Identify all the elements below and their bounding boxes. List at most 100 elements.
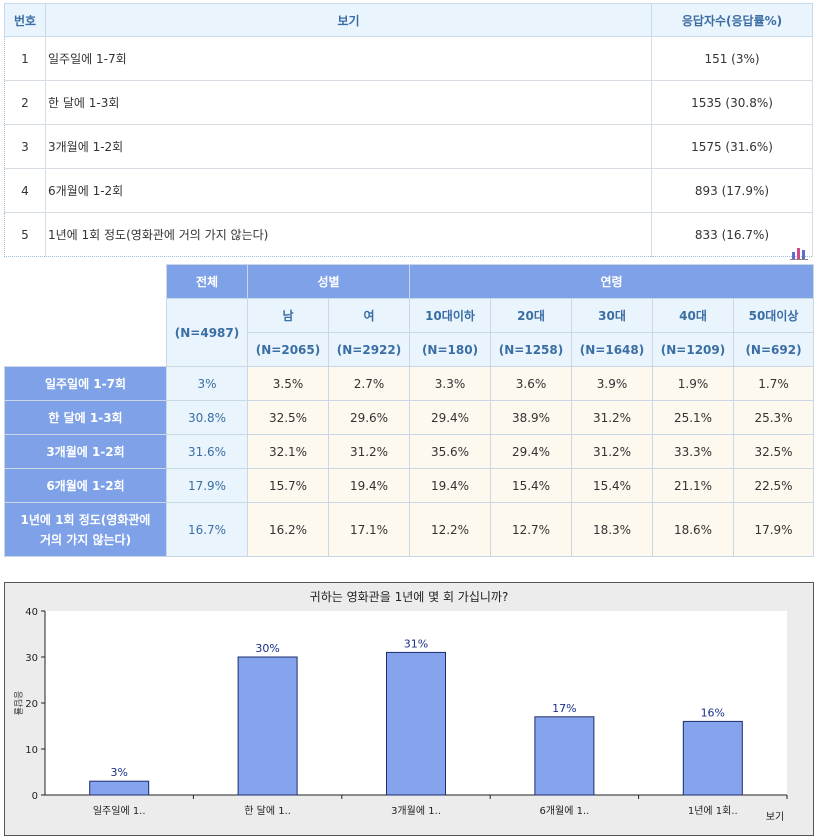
row-total: 17.9% (166, 468, 248, 503)
row-option: 3개월에 1-2회 (45, 124, 652, 169)
table-row: 4 6개월에 1-2회 893 (17.9%) (4, 168, 813, 213)
cell: 21.1% (652, 468, 734, 503)
cell: 15.4% (571, 468, 653, 503)
cell: 19.4% (409, 468, 491, 503)
cell: 33.3% (652, 434, 734, 469)
row-no: 3 (4, 124, 46, 169)
table-row: 일주일에 1-7회 3% 3.5% 2.7% 3.3% 3.6% 3.9% 1.… (4, 366, 815, 401)
x-axis-label: 보기 (766, 811, 784, 823)
table-row: 한 달에 1-3회 30.8% 32.5% 29.6% 29.4% 38.9% … (4, 400, 815, 435)
header-option: 보기 (45, 3, 652, 37)
cell: 19.4% (328, 468, 410, 503)
bar (237, 656, 298, 796)
col-label: 여 (328, 298, 410, 333)
group-gender: 성별 (247, 264, 410, 299)
table-row: 6개월에 1-2회 17.9% 15.7% 19.4% 19.4% 15.4% … (4, 468, 815, 503)
row-total: 16.7% (166, 502, 248, 557)
table-row: 2 한 달에 1-3회 1535 (30.8%) (4, 80, 813, 125)
x-tick-label: 한 달에 1.. (244, 805, 291, 817)
cell: 16.2% (247, 502, 329, 557)
cell: 31.2% (571, 434, 653, 469)
header-count: 응답자수(응답률%) (651, 3, 813, 37)
cell: 31.2% (328, 434, 410, 469)
cell: 35.6% (409, 434, 491, 469)
header-no: 번호 (4, 3, 46, 37)
cell: 15.4% (490, 468, 572, 503)
bar-chart-icon[interactable] (789, 245, 809, 261)
bar (534, 716, 595, 796)
col-n: (N=1648) (571, 332, 653, 367)
row-option: 한 달에 1-3회 (45, 80, 652, 125)
row-no: 2 (4, 80, 46, 125)
col-label: 40대 (652, 298, 734, 333)
cell: 25.3% (732, 400, 815, 435)
col-n: (N=692) (732, 332, 815, 367)
cell: 3.6% (490, 366, 572, 401)
col-label: 20대 (490, 298, 572, 333)
bar-data-label: 17% (552, 702, 576, 715)
row-label: 한 달에 1-3회 (4, 400, 167, 435)
bar (89, 780, 150, 796)
row-total: 3% (166, 366, 248, 401)
y-tick-label: 30 (25, 653, 38, 664)
row-count: 833 (16.7%) (651, 212, 813, 257)
x-tick-label: 6개월에 1.. (539, 805, 589, 817)
row-count: 1575 (31.6%) (651, 124, 813, 169)
cell: 25.1% (652, 400, 734, 435)
cell: 12.2% (409, 502, 491, 557)
col-n: (N=180) (409, 332, 491, 367)
cell: 1.9% (652, 366, 734, 401)
group-age: 연령 (408, 264, 815, 299)
y-tick-label: 10 (25, 745, 38, 756)
total-n: (N=4987) (166, 298, 248, 367)
row-option: 1년에 1회 정도(영화관에 거의 가지 않는다) (45, 212, 652, 257)
bar (386, 651, 446, 796)
row-label-line1: 1년에 1회 정도(영화관에 (20, 512, 151, 527)
cell: 29.4% (409, 400, 491, 435)
bar-data-label: 3% (110, 766, 127, 779)
row-label: 일주일에 1-7회 (4, 366, 167, 401)
col-label: 10대이하 (409, 298, 491, 333)
row-total: 30.8% (166, 400, 248, 435)
cell: 32.5% (732, 434, 815, 469)
col-label: 30대 (571, 298, 653, 333)
chart-title: 귀하는 영화관을 1년에 몇 회 가십니까? (310, 590, 509, 604)
cell: 3.9% (571, 366, 653, 401)
col-n: (N=1209) (652, 332, 734, 367)
x-tick-label: 1년에 1회.. (688, 805, 738, 817)
y-tick-label: 40 (25, 607, 38, 618)
cell: 17.9% (732, 502, 815, 557)
row-label: 3개월에 1-2회 (4, 434, 167, 469)
bar-data-label: 16% (701, 706, 725, 719)
cell: 3.3% (409, 366, 491, 401)
row-label: 1년에 1회 정도(영화관에 거의 가지 않는다) (4, 502, 167, 557)
col-n: (N=2065) (247, 332, 329, 367)
cell: 31.2% (571, 400, 653, 435)
bar (682, 720, 743, 796)
x-tick-label: 일주일에 1.. (93, 805, 146, 817)
cell: 15.7% (247, 468, 329, 503)
row-total: 31.6% (166, 434, 248, 469)
row-count: 1535 (30.8%) (651, 80, 813, 125)
row-label-line2: 거의 가지 않는다) (39, 532, 132, 547)
corner-blank (4, 264, 167, 367)
table-row: 3개월에 1-2회 31.6% 32.1% 31.2% 35.6% 29.4% … (4, 434, 815, 469)
response-table: 번호 보기 응답자수(응답률%) 1 일주일에 1-7회 151 (3%) 2 … (4, 3, 813, 257)
table-row: 5 1년에 1회 정도(영화관에 거의 가지 않는다) 833 (16.7%) (4, 212, 813, 257)
bar-chart: 귀하는 영화관을 1년에 몇 회 가십니까? 0 10 20 30 40 응답률 보기 3% 일주… (4, 582, 814, 836)
cell: 17.1% (328, 502, 410, 557)
cell: 32.1% (247, 434, 329, 469)
row-count: 893 (17.9%) (651, 168, 813, 213)
bar-data-label: 31% (404, 637, 428, 650)
row-option: 6개월에 1-2회 (45, 168, 652, 213)
row-label: 6개월에 1-2회 (4, 468, 167, 503)
col-label: 남 (247, 298, 329, 333)
cell: 1.7% (732, 366, 815, 401)
cell: 38.9% (490, 400, 572, 435)
col-n: (N=1258) (490, 332, 572, 367)
y-tick-label: 20 (25, 699, 38, 710)
cell: 29.4% (490, 434, 572, 469)
cell: 18.6% (652, 502, 734, 557)
table-row: 3 3개월에 1-2회 1575 (31.6%) (4, 124, 813, 169)
cell: 18.3% (571, 502, 653, 557)
